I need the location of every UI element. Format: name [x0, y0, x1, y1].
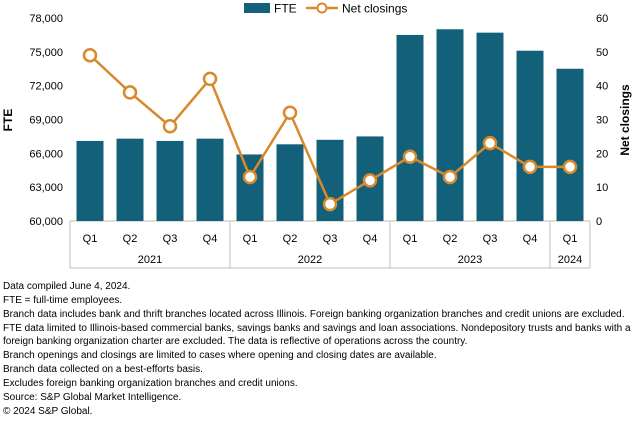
- y-right-tick-label: 40: [596, 81, 608, 93]
- net-closings-marker: [242, 169, 258, 185]
- x-category-label: Q1: [243, 233, 258, 245]
- footnote: FTE = full-time employees.: [3, 295, 123, 306]
- x-category-label: Q1: [83, 233, 98, 245]
- net-closings-marker: [402, 149, 418, 164]
- y-right-tick-label: 60: [596, 13, 608, 25]
- footnote: FTE data limited to Illinois-based comme…: [3, 323, 631, 347]
- x-year-label: 2022: [298, 254, 322, 266]
- legend-net-closings-marker: [316, 2, 328, 14]
- legend-net-closings-label: Net closings: [342, 2, 407, 16]
- x-year-label: 2021: [138, 254, 162, 266]
- fte-bar: [156, 140, 184, 221]
- fte-net-closings-chart: 60,000 63,000 66,000 69,000 72,000 75,000 78,0…: [1, 2, 632, 269]
- fte-bar: [556, 68, 584, 221]
- chart-legend: FTE Net closings: [244, 2, 407, 16]
- y-right-tick-label: 50: [596, 47, 608, 59]
- net-closings-marker: [442, 169, 458, 185]
- fte-bars: [76, 29, 584, 222]
- x-category-label: Q1: [563, 233, 578, 245]
- x-category-label: Q3: [483, 233, 498, 245]
- footnote: Branch data includes bank and thrift bra…: [3, 309, 625, 320]
- footnote: Data compiled June 4, 2024.: [3, 281, 131, 292]
- y-axis-right-title: Net closings: [618, 84, 632, 156]
- x-category-label: Q2: [443, 233, 458, 245]
- y-axis-left-title: FTE: [1, 109, 15, 132]
- fte-bar: [196, 138, 224, 221]
- net-closings-marker: [122, 85, 138, 100]
- fte-bar: [236, 154, 264, 221]
- net-closings-marker: [482, 135, 498, 151]
- y-right-tick-label: 0: [596, 216, 602, 228]
- net-closings-marker: [82, 47, 98, 63]
- x-category-label: Q4: [523, 233, 538, 245]
- net-closings-marker: [282, 105, 298, 120]
- fte-bar: [76, 140, 104, 221]
- legend-fte-label: FTE: [274, 2, 297, 16]
- y-left-tick-label: 69,000: [29, 115, 63, 127]
- y-left-tick-label: 75,000: [29, 47, 63, 59]
- fte-bar: [516, 50, 544, 222]
- fte-bar: [276, 144, 304, 221]
- net-closings-line: [82, 47, 578, 212]
- footnote: © 2024 S&P Global.: [3, 406, 93, 417]
- y-left-tick-label: 72,000: [29, 81, 63, 93]
- x-category-label: Q3: [323, 233, 338, 245]
- y-left-tick-label: 60,000: [29, 216, 63, 228]
- y-right-tick-label: 10: [596, 182, 608, 194]
- footnote: Source: S&P Global Market Intelligence.: [3, 392, 182, 403]
- net-closings-marker: [522, 159, 538, 175]
- y-right-tick-label: 20: [596, 148, 608, 160]
- x-year-label: 2023: [458, 254, 482, 266]
- net-closings-marker: [322, 196, 338, 212]
- footnote: Branch openings and closings are limited…: [3, 350, 437, 361]
- net-closings-marker: [362, 173, 378, 188]
- x-category-label: Q1: [403, 233, 418, 245]
- x-category-label: Q3: [163, 233, 178, 245]
- fte-bar: [396, 34, 424, 221]
- y-left-tick-label: 78,000: [29, 13, 63, 25]
- footnote: Branch data collected on a best-efforts …: [3, 364, 203, 375]
- fte-bar: [476, 32, 504, 222]
- legend-fte-swatch: [244, 3, 270, 13]
- x-category-label: Q4: [363, 233, 378, 245]
- y-left-tick-label: 63,000: [29, 182, 63, 194]
- y-left-tick-label: 66,000: [29, 148, 63, 160]
- x-category-label: Q2: [123, 233, 138, 245]
- fte-bar: [116, 138, 144, 221]
- x-category-label: Q2: [283, 233, 298, 245]
- chart-footnotes: Data compiled June 4, 2024. FTE = full-ti…: [3, 280, 633, 419]
- net-closings-marker: [162, 119, 178, 134]
- footnote: Excludes foreign banking organization br…: [3, 378, 298, 389]
- chart-labels: 60,000 63,000 66,000 69,000 72,000 75,000 78,0…: [29, 13, 608, 266]
- x-category-label: Q4: [203, 233, 218, 245]
- net-closings-marker: [562, 159, 578, 175]
- net-closings-marker: [202, 71, 218, 87]
- y-right-tick-label: 30: [596, 115, 608, 127]
- x-year-label: 2024: [558, 254, 582, 266]
- fte-bar: [436, 29, 464, 222]
